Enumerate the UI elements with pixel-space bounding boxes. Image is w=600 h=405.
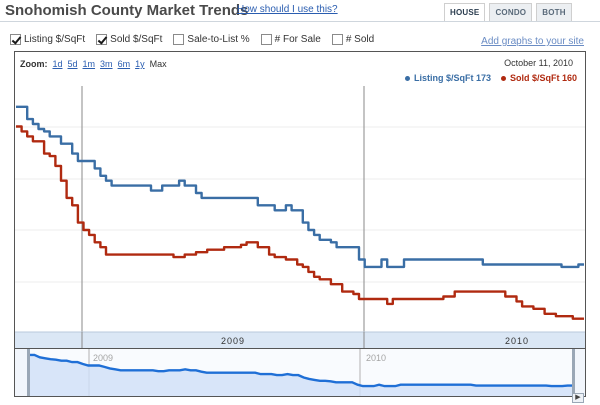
toggle-label: Sold $/SqFt [110,34,163,45]
zoom-1d[interactable]: 1d [52,59,63,69]
add-graphs-link[interactable]: Add graphs to your site [481,36,584,47]
page-title: Snohomish County Market Trends [5,2,249,19]
zoom-max[interactable]: Max [149,59,167,69]
navigator-left-handle [27,349,30,396]
chart-legend: Listing $/SqFt 173 Sold $/SqFt 160 [404,73,577,83]
toggle-label: Sale-to-List % [187,34,250,45]
help-link[interactable]: How should I use this? [237,4,338,15]
tab-house[interactable]: HOUSE [444,3,486,21]
zoom-3m[interactable]: 3m [100,59,113,69]
series-line-listing [16,105,584,269]
zoom-1m[interactable]: 1m [82,59,96,69]
legend-label: Sold $/SqFt 160 [509,73,577,83]
navigator-line [29,353,573,388]
x-tick-label: 2010 [505,336,529,346]
legend-listing: Listing $/SqFt 173 [404,73,491,83]
checkbox-checked-icon[interactable] [96,34,108,45]
date-readout: October 11, 2010 [504,58,573,68]
toggle-label: # For Sale [274,34,321,45]
main-plot[interactable]: 2009 2010 [15,52,585,348]
zoom-6m[interactable]: 6m [117,59,131,69]
checkbox-checked-icon[interactable] [10,34,21,45]
zoom-controls: Zoom: 1d 5d 1m 3m 6m 1y Max [20,59,167,69]
toggle-for-sale-count[interactable]: # For Sale [260,34,321,45]
tab-condo[interactable]: CONDO [489,3,533,21]
toggle-sale-to-list[interactable]: Sale-to-List % [173,34,250,45]
tab-both[interactable]: BOTH [536,3,572,21]
series-line-sold [16,125,584,320]
chart-panel: 2009 2010 Zoom: 1d 5d 1m 3m 6m 1y Max Oct… [14,51,586,349]
scroll-right-icon[interactable]: ▶ [572,393,584,403]
zoom-5d[interactable]: 5d [67,59,78,69]
toggle-sold-count[interactable]: # Sold [331,34,375,45]
toggle-label: # Sold [345,34,375,45]
legend-dot-icon [404,76,410,82]
series-toggle-row: Listing $/SqFt Sold $/SqFt Sale-to-List … [10,34,374,45]
toggle-sold-sqft[interactable]: Sold $/SqFt [96,34,162,45]
navigator-right-handle [572,349,575,396]
checkbox-unchecked-icon[interactable] [260,34,272,45]
toggle-listing-sqft[interactable]: Listing $/SqFt [10,34,85,45]
x-tick-label: 2009 [221,336,245,346]
legend-dot-icon [500,76,506,82]
zoom-label: Zoom: [20,59,48,69]
legend-sold: Sold $/SqFt 160 [500,73,577,83]
toggle-label: Listing $/SqFt [24,34,86,45]
x-axis-band [15,332,585,348]
checkbox-unchecked-icon[interactable] [331,34,343,45]
property-type-tabs: HOUSE CONDO BOTH [444,3,572,21]
zoom-1y[interactable]: 1y [135,59,145,69]
checkbox-unchecked-icon[interactable] [173,34,185,45]
legend-label: Listing $/SqFt 173 [413,73,491,83]
header-divider [0,21,600,22]
